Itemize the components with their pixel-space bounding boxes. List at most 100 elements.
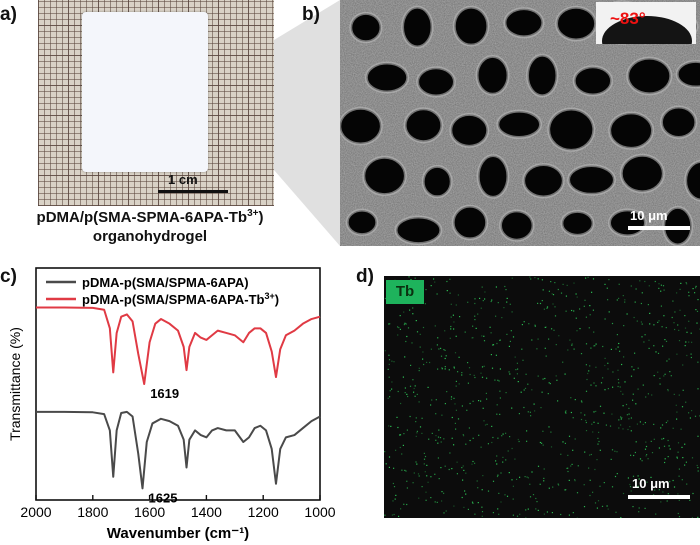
tb-dot: [474, 315, 476, 317]
tb-dot: [454, 403, 456, 405]
tb-dot: [392, 482, 394, 485]
tb-dot: [437, 442, 439, 444]
tb-dot: [524, 476, 526, 478]
tb-dot: [388, 359, 391, 361]
pore: [619, 153, 665, 194]
tb-dot: [642, 423, 644, 425]
tb-dot: [490, 332, 492, 334]
tb-dot: [466, 409, 468, 411]
tb-dot: [384, 451, 386, 453]
tb-dot: [455, 304, 457, 306]
plot-frame: [35, 267, 321, 501]
tb-dot: [604, 357, 606, 359]
tb-dot: [646, 481, 648, 483]
tb-dot: [409, 415, 411, 418]
tb-dot: [592, 278, 595, 280]
tb-dot: [387, 397, 389, 399]
tb-dot: [501, 435, 503, 437]
tb-dot: [436, 344, 438, 346]
tb-dot: [450, 328, 452, 330]
tb-dot: [399, 315, 401, 317]
tb-dot: [440, 355, 443, 357]
pore: [626, 56, 673, 96]
tb-dot: [678, 340, 681, 342]
tb-dot: [489, 326, 491, 328]
tb-dot: [690, 356, 692, 359]
tb-dot: [400, 508, 402, 510]
tb-dot: [630, 430, 632, 432]
tb-dot: [614, 450, 616, 452]
tb-dot: [393, 361, 395, 363]
tb-dot: [440, 441, 442, 443]
tb-dot: [434, 325, 436, 327]
tb-dot: [480, 446, 482, 448]
tb-dot: [450, 396, 453, 398]
tb-dot: [501, 317, 503, 319]
tb-dot: [525, 373, 527, 375]
tb-dot: [676, 411, 678, 413]
tb-dot: [641, 292, 643, 294]
tb-dot: [530, 278, 532, 280]
tb-dot: [633, 454, 635, 457]
tb-dot: [462, 465, 464, 467]
tb-dot: [543, 477, 545, 479]
tb-dot: [433, 278, 435, 280]
tb-dot: [597, 500, 600, 502]
tb-dot: [530, 415, 532, 417]
tb-dot: [541, 391, 543, 393]
tb-dot: [440, 467, 442, 469]
tb-dot: [647, 458, 649, 460]
tb-dot: [461, 372, 463, 374]
tb-dot: [690, 332, 692, 334]
tb-dot: [630, 285, 632, 287]
tb-dot: [512, 485, 514, 487]
tb-dot: [524, 387, 527, 389]
tb-dot: [406, 480, 408, 482]
tb-dot: [441, 367, 443, 369]
tb-dot: [496, 404, 498, 406]
tb-dot: [402, 376, 404, 378]
tb-dot: [682, 389, 684, 391]
tb-dot: [639, 458, 642, 460]
tb-dot: [441, 368, 443, 370]
tb-dot: [665, 327, 667, 329]
tb-dot: [509, 373, 511, 375]
tb-dot: [551, 512, 553, 514]
tb-dot: [450, 303, 452, 305]
tb-dot: [534, 324, 536, 326]
tb-dot: [496, 342, 498, 345]
tb-dot: [423, 452, 425, 454]
tb-dot: [647, 393, 649, 395]
tb-dot: [636, 320, 638, 322]
tb-dot: [472, 502, 474, 504]
tb-dot: [403, 503, 405, 505]
tb-dot: [450, 325, 452, 328]
tb-dot: [478, 400, 480, 402]
tb-dot: [589, 494, 591, 497]
tb-dot: [626, 313, 628, 315]
tb-dot: [591, 291, 593, 293]
tb-dot: [544, 326, 546, 328]
tb-dot: [629, 483, 631, 486]
tb-dot: [499, 339, 501, 341]
tb-dot: [672, 427, 674, 429]
tb-dot: [541, 279, 543, 281]
tb-dot: [672, 479, 674, 482]
tb-dot: [453, 366, 455, 368]
tb-dot: [667, 389, 669, 391]
legend-label-1: pDMA-p(SMA/SPMA-6APA-Tb3+): [82, 291, 279, 307]
tb-dot: [589, 454, 591, 456]
tb-dot: [660, 427, 662, 429]
tb-dot: [461, 496, 463, 499]
pore: [496, 109, 543, 140]
tb-dot: [588, 467, 590, 469]
tb-dot: [644, 334, 646, 336]
tb-dot: [440, 347, 442, 349]
tb-dot: [536, 501, 538, 503]
tb-dot: [404, 322, 406, 324]
pore: [416, 66, 457, 98]
pore: [403, 107, 444, 144]
tb-dot: [678, 516, 681, 518]
tb-dot: [416, 393, 418, 395]
tb-dot: [595, 385, 597, 387]
